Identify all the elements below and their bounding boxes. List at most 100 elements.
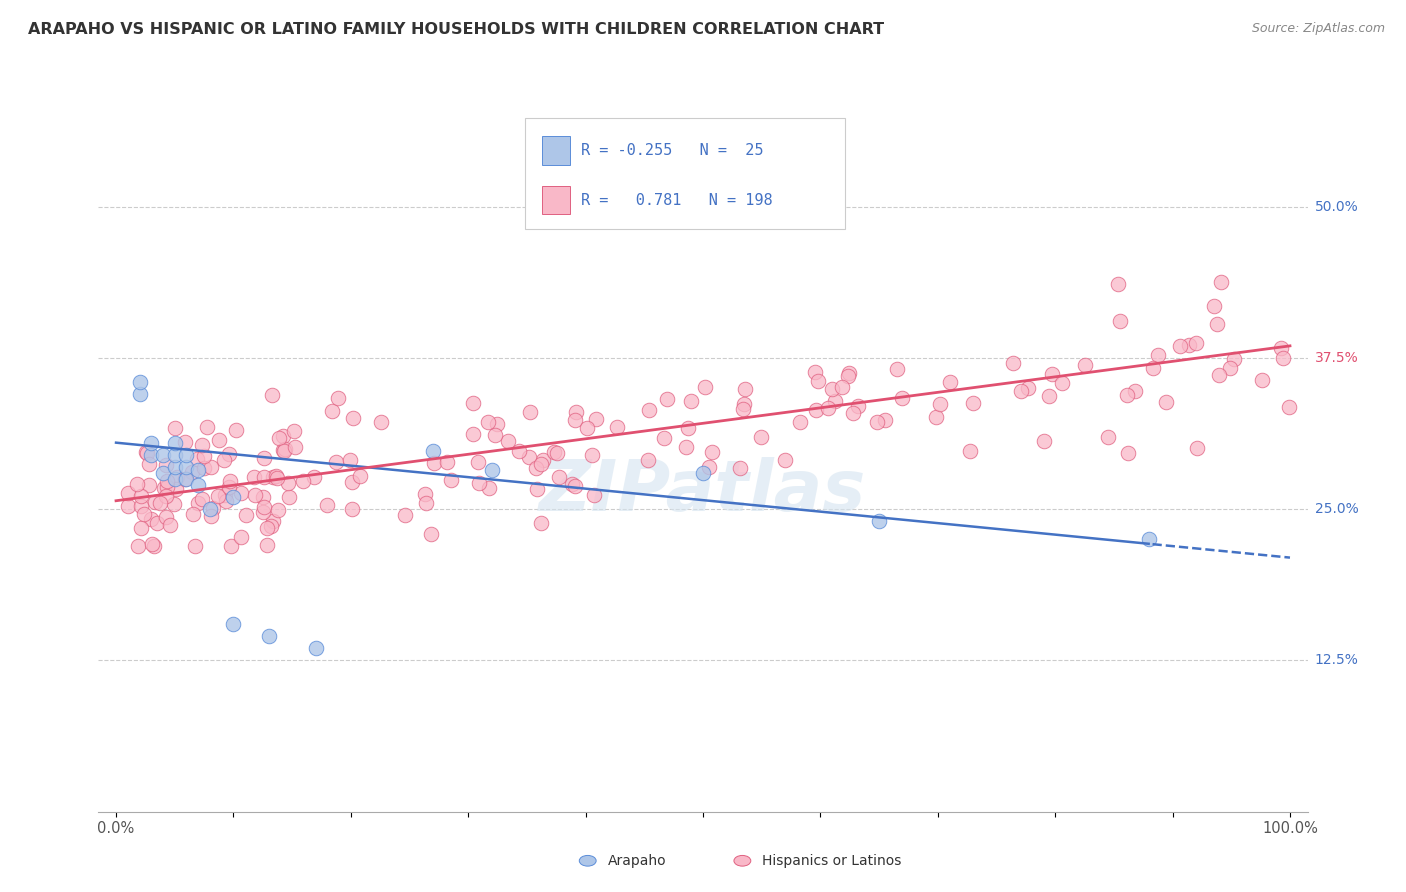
Point <box>257 629 280 643</box>
Point <box>575 420 598 434</box>
Point <box>1109 313 1132 327</box>
Point <box>508 444 530 458</box>
Point <box>155 489 177 503</box>
Point <box>1118 445 1140 459</box>
Point <box>252 490 274 504</box>
Text: Arapaho: Arapaho <box>607 854 666 868</box>
Point <box>370 415 392 429</box>
Text: 12.5%: 12.5% <box>1315 654 1358 667</box>
Point <box>842 406 865 420</box>
Point <box>135 445 157 459</box>
Point <box>267 503 290 517</box>
Point <box>484 428 506 442</box>
Point <box>193 449 215 463</box>
Point <box>652 431 675 445</box>
Point <box>890 391 912 405</box>
Point <box>1211 275 1233 289</box>
Point <box>156 480 179 494</box>
Point <box>837 369 859 384</box>
Point <box>187 463 209 477</box>
Point <box>284 440 307 454</box>
Point <box>163 497 186 511</box>
Point <box>117 486 139 500</box>
Point <box>129 500 152 514</box>
Point <box>252 505 274 519</box>
Point <box>638 403 661 417</box>
Point <box>804 365 827 379</box>
Point <box>193 461 215 475</box>
Point <box>186 451 208 466</box>
Point <box>200 460 222 475</box>
Point <box>1178 338 1201 352</box>
Point <box>413 487 436 501</box>
Point <box>1185 441 1208 455</box>
Point <box>176 459 198 474</box>
Point <box>141 537 163 551</box>
Point <box>730 460 752 475</box>
Point <box>959 444 981 458</box>
Point <box>143 539 166 553</box>
Point <box>218 447 240 461</box>
Point <box>875 413 897 427</box>
Point <box>187 496 209 510</box>
Point <box>681 393 703 408</box>
Point <box>274 442 297 456</box>
Point <box>848 399 870 413</box>
Point <box>136 446 159 460</box>
Point <box>929 397 952 411</box>
Point <box>1250 373 1272 387</box>
Point <box>214 452 236 467</box>
Point <box>181 508 204 522</box>
Point <box>253 500 276 515</box>
Point <box>1107 277 1129 291</box>
Point <box>146 516 169 531</box>
Point <box>838 366 860 380</box>
Point <box>219 475 242 489</box>
Point <box>273 444 295 458</box>
Point <box>191 491 214 506</box>
Point <box>225 423 247 437</box>
Point <box>149 495 172 509</box>
Point <box>184 539 207 553</box>
Point <box>156 474 179 488</box>
Point <box>195 420 218 434</box>
Point <box>655 392 678 406</box>
Text: 37.5%: 37.5% <box>1315 351 1358 365</box>
Point <box>481 463 503 477</box>
Point <box>1219 361 1241 376</box>
Point <box>176 472 198 486</box>
Point <box>131 489 153 503</box>
Point <box>1038 388 1060 402</box>
Point <box>697 460 720 475</box>
Point <box>692 466 714 480</box>
Point <box>340 502 363 516</box>
Point <box>543 445 565 459</box>
Point <box>243 487 266 501</box>
Point <box>519 404 541 418</box>
Point <box>262 514 284 528</box>
Point <box>159 517 181 532</box>
Point <box>262 387 284 401</box>
Point <box>218 480 240 494</box>
Point <box>141 435 163 450</box>
Point <box>938 375 960 389</box>
Point <box>152 466 174 480</box>
Point <box>242 470 264 484</box>
Point <box>1040 368 1063 382</box>
Point <box>1010 384 1032 398</box>
Point <box>925 410 948 425</box>
Point <box>1202 298 1225 312</box>
Point <box>1142 360 1164 375</box>
Point <box>138 478 160 492</box>
Point <box>128 375 150 389</box>
Point <box>153 481 176 495</box>
Point <box>1074 358 1097 372</box>
Point <box>962 395 984 409</box>
Point <box>461 396 484 410</box>
Point <box>201 500 224 515</box>
Point <box>128 387 150 401</box>
Point <box>415 496 437 510</box>
Text: R =   0.781   N = 198: R = 0.781 N = 198 <box>581 193 773 208</box>
Point <box>181 465 204 479</box>
Point <box>1154 395 1177 409</box>
